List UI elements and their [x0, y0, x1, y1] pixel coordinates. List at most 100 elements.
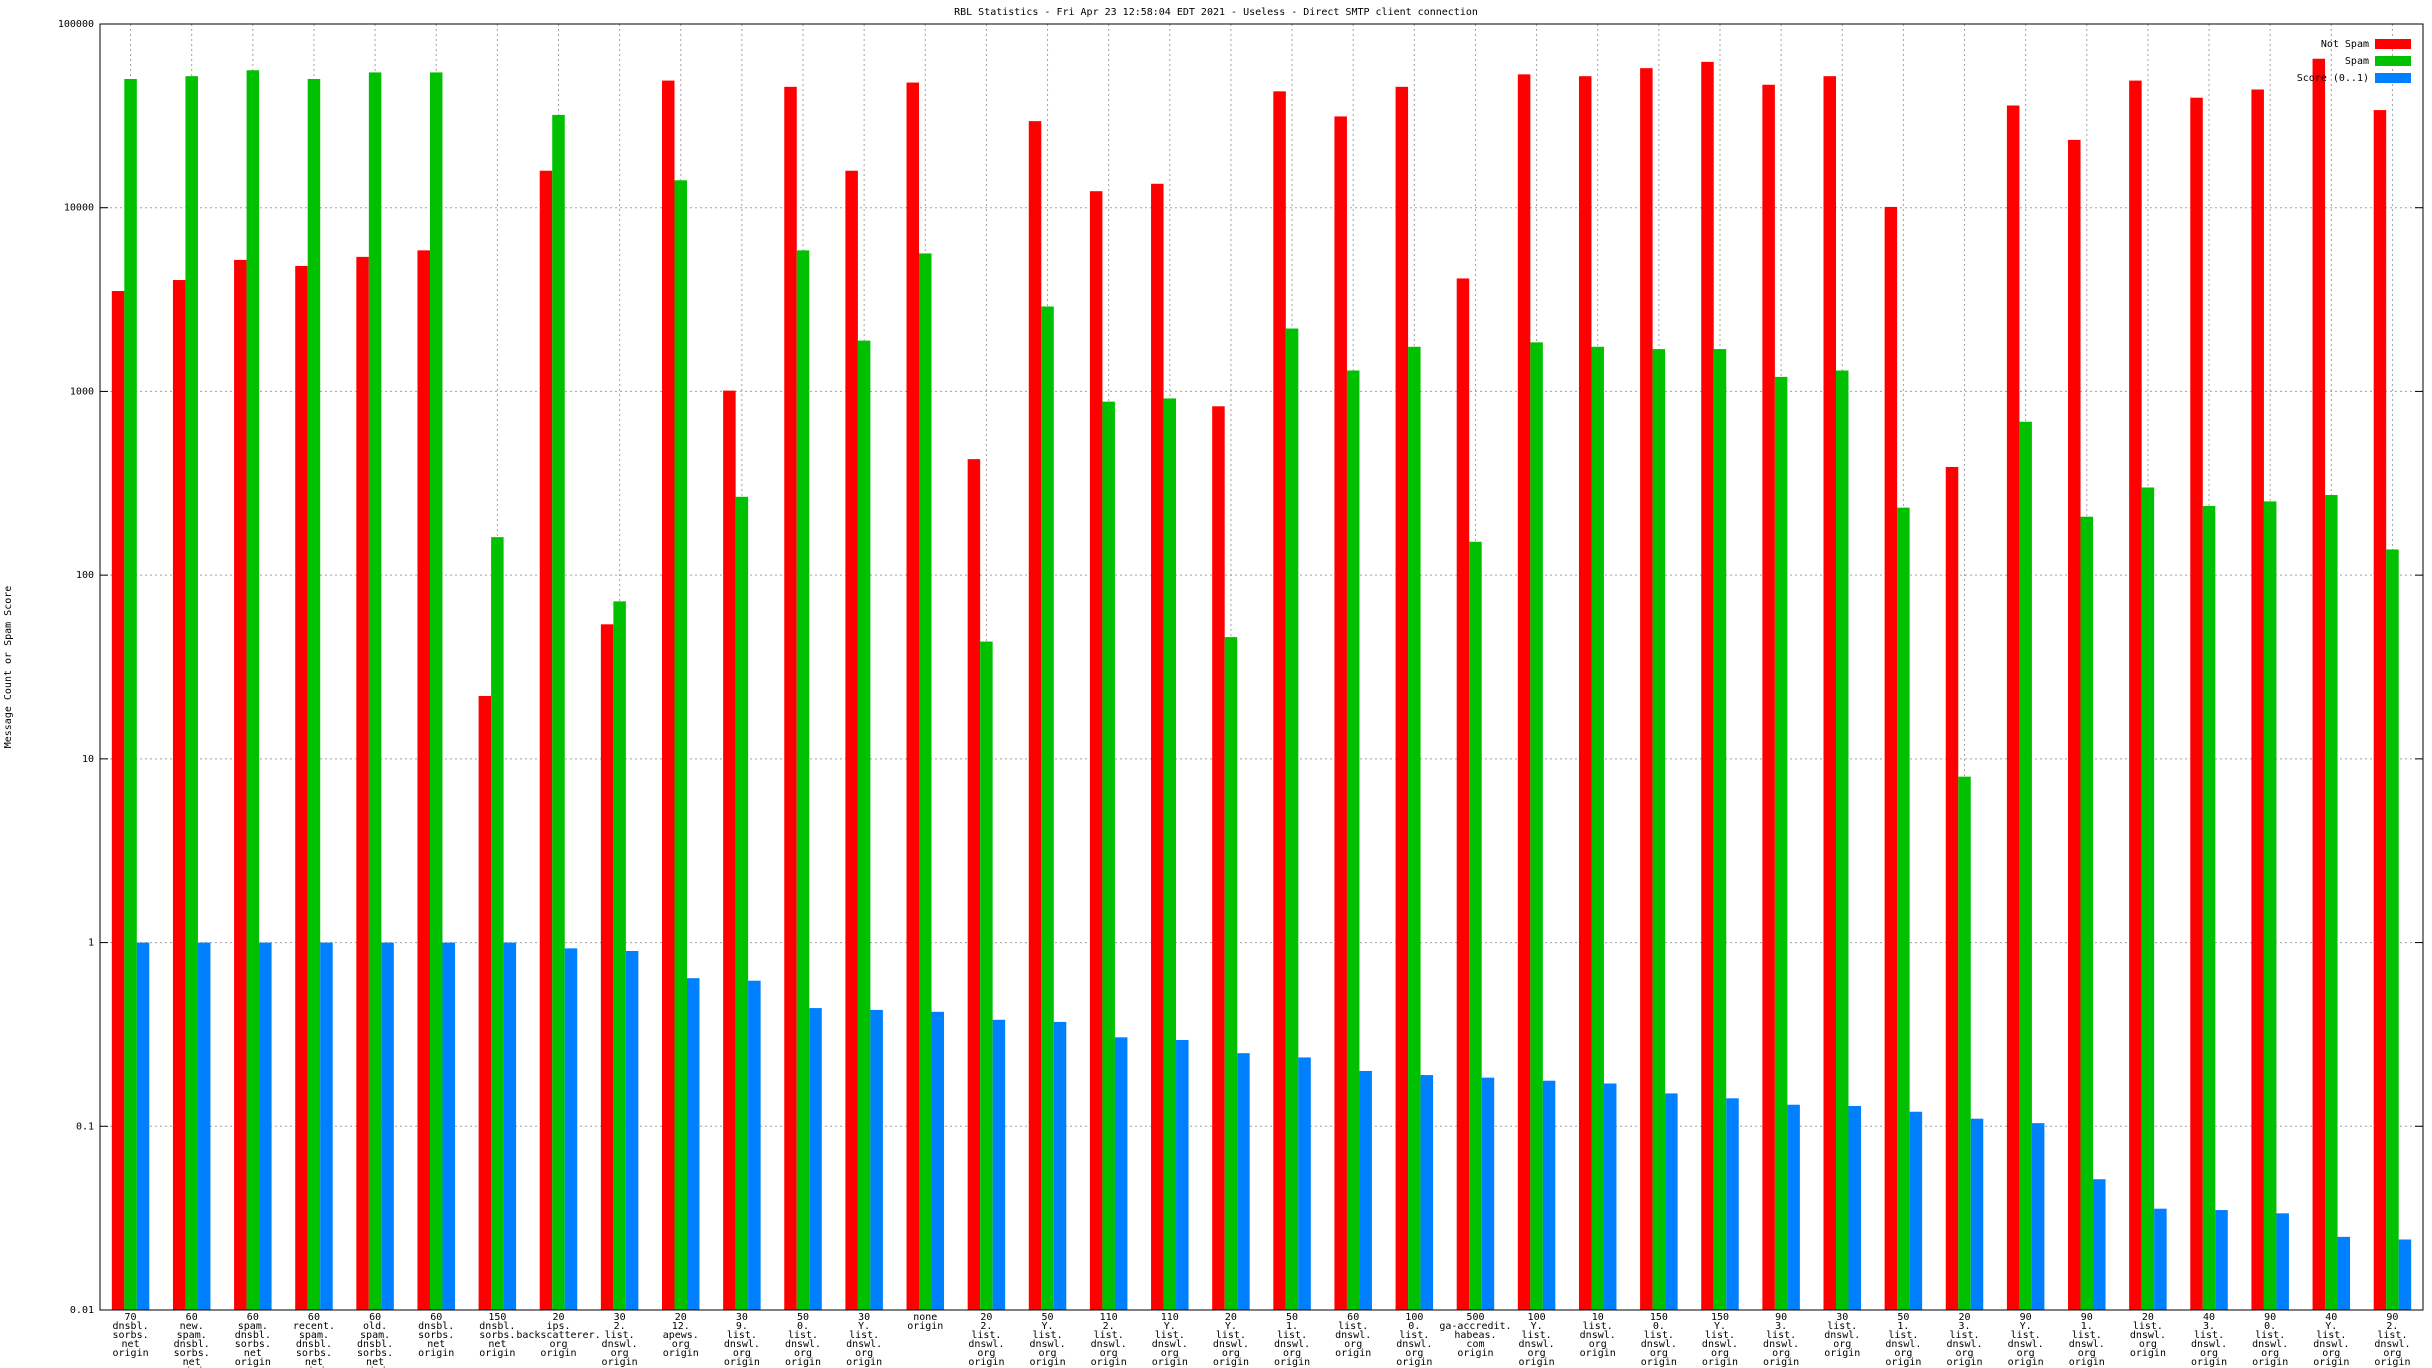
x-tick-label-line: list. [2072, 1330, 2102, 1341]
x-tick-label-line: dnsbl. [296, 1339, 332, 1350]
x-tick-label-line: dnswl. [2130, 1330, 2166, 1341]
x-tick-label-line: origin [1274, 1357, 1310, 1368]
x-tick-label-line: dnswl. [1396, 1339, 1432, 1350]
bar [2080, 516, 2094, 1310]
x-tick-label-line: 100 [1405, 1312, 1423, 1323]
bar [1420, 1075, 1434, 1310]
bar [307, 78, 321, 1311]
x-tick-label-line: 110 [1100, 1312, 1118, 1323]
x-tick-label: 50 1. list. dnswl. org origin [1274, 1312, 1310, 1368]
x-tick-label-line: list. [1827, 1321, 1857, 1332]
x-tick-label-line: origin [2130, 1348, 2166, 1359]
bar [735, 496, 749, 1311]
x-tick-label-line: 60 [430, 1312, 442, 1323]
x-tick-label-line: origin [2252, 1357, 2288, 1368]
x-tick-label-line: org [1894, 1348, 1912, 1359]
bar [1884, 206, 1898, 1310]
bar [1102, 401, 1115, 1310]
bar [1823, 76, 1836, 1311]
x-tick-label-line: dnswl. [724, 1339, 760, 1350]
x-tick-label-line: 30 [1836, 1312, 1848, 1323]
x-tick-label: 50 0. list. dnswl. org origin [785, 1312, 821, 1368]
bar [2068, 139, 2081, 1311]
bar [381, 942, 394, 1310]
chart-title: RBL Statistics - Fri Apr 23 12:58:04 EDT… [954, 7, 1478, 18]
x-tick-label-line: backscatterer. [516, 1330, 600, 1341]
bar [1897, 507, 1910, 1311]
bar [625, 950, 639, 1310]
x-tick-label-line: net [366, 1357, 384, 1368]
x-tick-label: none origin [907, 1312, 943, 1332]
bar [539, 170, 553, 1311]
x-tick-label-line: list. [1583, 1321, 1613, 1332]
x-tick-label-line: 1. [2081, 1321, 2093, 1332]
x-tick-label-line: dnswl. [1702, 1339, 1738, 1350]
x-tick-label-line: 60 [308, 1312, 320, 1323]
bar [234, 259, 247, 1310]
x-tick-label: 150 dnsbl. sorbs. net origin [479, 1312, 515, 1359]
x-tick-label-line: Y. [1531, 1321, 1543, 1332]
x-tick-label-line: list. [849, 1330, 879, 1341]
x-tick-label: 20 list. dnswl. org origin [2130, 1312, 2166, 1359]
x-tick-label-line: origin [1824, 1348, 1860, 1359]
bar [1273, 91, 1286, 1311]
x-tick-label-line: dnswl. [1029, 1339, 1065, 1350]
x-tick-label-line: Y. [1225, 1321, 1237, 1332]
x-tick-label-line: org [549, 1339, 567, 1350]
x-tick-label-line: origin [1702, 1357, 1738, 1368]
bar [1530, 342, 1543, 1310]
x-tick-label-line: origin [2313, 1357, 2349, 1368]
bar [1053, 1021, 1067, 1310]
x-tick-label: 40 Y. list. dnswl. org origin [2313, 1312, 2349, 1368]
x-tick-label-line: org [2017, 1348, 2035, 1359]
x-tick-label-line: org [2261, 1348, 2279, 1359]
x-tick-label-line: origin [357, 1366, 393, 1368]
x-tick-label-line: spam. [238, 1321, 268, 1332]
x-tick-label-line: 90 [2264, 1312, 2276, 1323]
x-tick-label-line: list. [2194, 1330, 2224, 1341]
x-tick-label-line: 20 [1958, 1312, 1970, 1323]
x-tick-label-line: list. [1155, 1330, 1185, 1341]
x-tick-label-line: origin [1396, 1357, 1432, 1368]
x-tick-label-line: list. [1766, 1330, 1796, 1341]
x-tick-label-line: 60 [186, 1312, 198, 1323]
bar [1591, 346, 1604, 1310]
bar [111, 291, 125, 1310]
bar [552, 114, 565, 1311]
x-tick-label-line: origin [418, 1348, 454, 1359]
x-tick-label-line: org [1039, 1348, 1057, 1359]
x-tick-label-line: net [427, 1339, 445, 1350]
x-tick-label: 10 list. dnswl. org origin [1580, 1312, 1616, 1359]
x-tick-label: 100 0. list. dnswl. org origin [1396, 1312, 1432, 1368]
x-tick-label-line: 10 [1592, 1312, 1604, 1323]
x-tick-label-line: 90 [2386, 1312, 2398, 1323]
bar [2373, 110, 2387, 1311]
bar [564, 948, 578, 1310]
x-tick-label-line: 2. [1103, 1321, 1115, 1332]
x-tick-label-line: org [794, 1348, 812, 1359]
x-tick-label-line: org [2200, 1348, 2218, 1359]
x-tick-label-line: origin [479, 1348, 515, 1359]
x-tick-label-line: list. [1216, 1330, 1246, 1341]
x-tick-label-line: 20 [980, 1312, 992, 1323]
x-tick-label-line: dnswl. [2313, 1339, 2349, 1350]
x-tick-label-line: origin [540, 1348, 576, 1359]
x-tick-label-line: 0. [797, 1321, 809, 1332]
bar [992, 1019, 1006, 1310]
bar [2263, 501, 2277, 1310]
x-tick-label-line: sorbs. [357, 1348, 393, 1359]
bar [2093, 1179, 2106, 1310]
x-tick-label: 500 ga-accredit. habeas. com origin [1439, 1312, 1511, 1359]
bar [368, 72, 382, 1310]
x-tick-label: 30 list. dnswl. org origin [1824, 1312, 1860, 1359]
bar [185, 76, 198, 1311]
x-tick-label-line: origin [1946, 1357, 1982, 1368]
x-tick-label: 90 1. list. dnswl. org origin [2069, 1312, 2105, 1368]
y-tick-label: 100000 [58, 19, 94, 30]
x-tick-label: 20 2. list. dnswl. org origin [968, 1312, 1004, 1368]
bar [503, 942, 517, 1310]
bar [1176, 1039, 1189, 1310]
x-tick-label-line: org [2383, 1348, 2401, 1359]
bar [1578, 76, 1592, 1311]
